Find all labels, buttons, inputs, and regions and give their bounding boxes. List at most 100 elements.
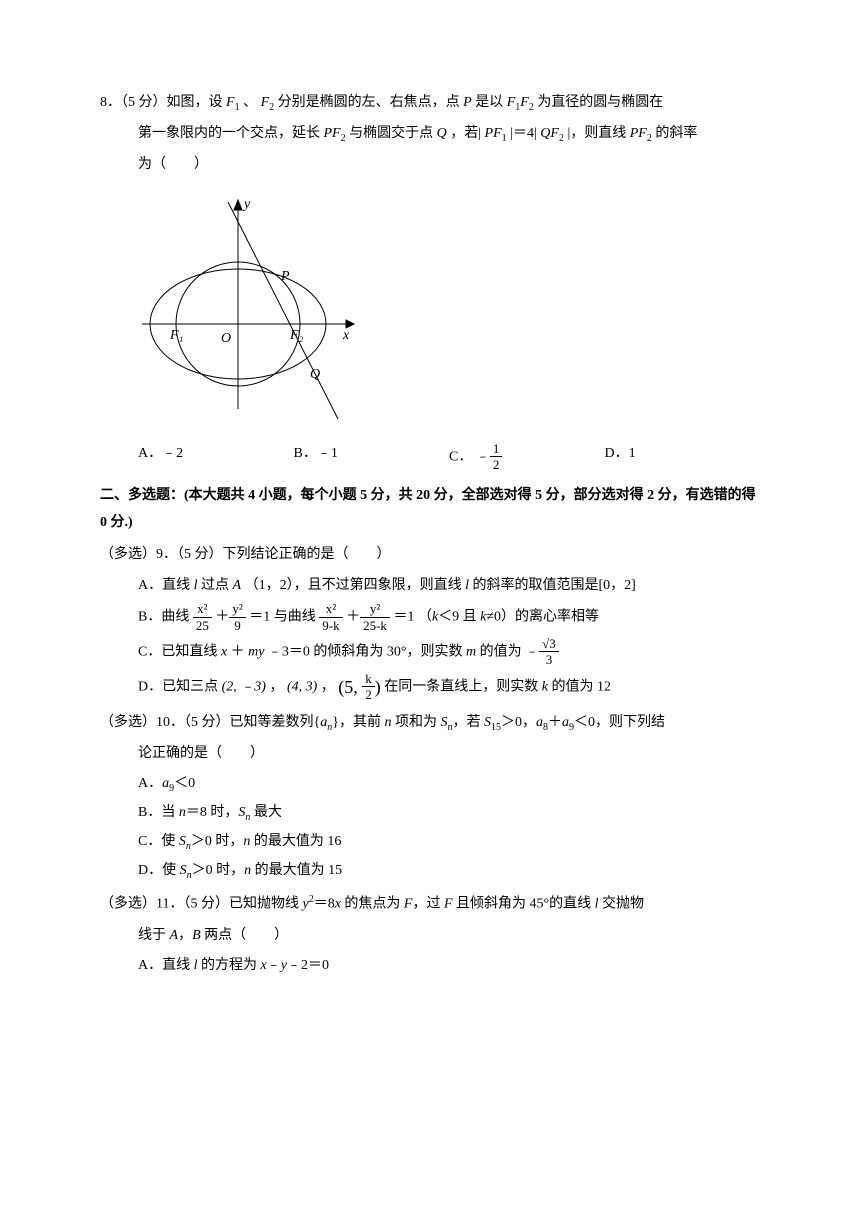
q9-D-frac: k2 bbox=[362, 671, 375, 703]
sym-PF2a-sub: 2 bbox=[341, 133, 346, 144]
q9-C2: ＋ bbox=[231, 644, 245, 659]
sym-F1: F bbox=[226, 95, 235, 110]
q9-C-num: √3 bbox=[539, 636, 559, 653]
q9-B-eq2: ＝1 bbox=[393, 610, 414, 625]
q11-A2: 的方程为 bbox=[198, 958, 261, 973]
q8-opt-D: D．1 bbox=[605, 441, 761, 473]
q9-B-f1n: x² bbox=[193, 601, 212, 618]
q10-D2: ＞0 时， bbox=[192, 863, 245, 878]
q10-C2: ＞0 时， bbox=[191, 834, 244, 849]
q8-stem-line3: 为（ ） bbox=[100, 152, 760, 179]
q9-B-f1: x²25 bbox=[193, 601, 212, 633]
q9-C3: ﹣3＝0 的倾斜角为 30°，则实数 bbox=[268, 644, 466, 659]
q8-stem-line1: 8．（5 分）如图，设 F1 、 F2 分别是椭圆的左、右焦点，点 P 是以 F… bbox=[100, 90, 760, 117]
q9-D-p1: (2, ﹣3) bbox=[222, 679, 266, 694]
q11-F2: F bbox=[444, 897, 453, 912]
q8-opt-B: B．﹣1 bbox=[294, 441, 450, 473]
label-P: P bbox=[280, 269, 290, 284]
q9-A-A: A bbox=[233, 578, 242, 593]
q8-b1: 、 bbox=[243, 95, 257, 110]
q9-B-f2n: y² bbox=[229, 601, 245, 618]
q10-D3: 的最大值为 15 bbox=[251, 863, 342, 878]
q8-opt-C: C． ﹣12 bbox=[449, 441, 605, 473]
q11-opt-A: A．直线 l 的方程为 x﹣y﹣2＝0 bbox=[100, 953, 760, 980]
sym-PF2a: PF bbox=[324, 126, 341, 141]
q11-h5: 且倾斜角为 45°的直线 bbox=[453, 897, 595, 912]
q9-C-neg: ﹣ bbox=[525, 644, 539, 659]
q9-C-frac: √33 bbox=[539, 636, 559, 668]
q9-D-p3a: (5, bbox=[338, 677, 362, 697]
q9-C-y: y bbox=[258, 644, 264, 659]
q10-D-Sn: S bbox=[180, 863, 187, 878]
q10-h2: }，其前 bbox=[332, 715, 384, 730]
q10-opt-D: D．使 Sn＞0 时，n 的最大值为 15 bbox=[100, 858, 760, 885]
q9-A-l2: l bbox=[465, 578, 469, 593]
question-10: （多选）10．（5 分）已知等差数列{an}，其前 n 项和为 Sn，若 S15… bbox=[100, 710, 760, 885]
q8-l2a: 第一象限内的一个交点，延长 bbox=[138, 126, 324, 141]
q11-line2: 线于 A，B 两点（ ） bbox=[100, 923, 760, 950]
sym-QF2: QF bbox=[540, 126, 559, 141]
q10-a8: a bbox=[536, 715, 543, 730]
question-8: 8．（5 分）如图，设 F1 、 F2 分别是椭圆的左、右焦点，点 P 是以 F… bbox=[100, 90, 760, 473]
q9-opt-C: C．已知直线 x ＋ my ﹣3＝0 的倾斜角为 30°，则实数 m 的值为 ﹣… bbox=[100, 636, 760, 668]
label-F2: F₂ bbox=[289, 328, 304, 343]
q11-h2: ＝8 bbox=[314, 897, 335, 912]
q9-C-den: 3 bbox=[539, 652, 559, 668]
q9-B-f2: y²9 bbox=[229, 601, 245, 633]
sym-F2b-sub: 2 bbox=[529, 102, 534, 113]
q8-num: 8．（5 分）如图，设 bbox=[100, 95, 226, 110]
q8-b2: 分别是椭圆的左、右焦点，点 bbox=[278, 95, 464, 110]
q10-B-n: n bbox=[179, 805, 186, 820]
q10-opt-B: B．当 n＝8 时，Sn 最大 bbox=[100, 800, 760, 827]
q8-l2b: 与椭圆交于点 bbox=[349, 126, 437, 141]
q9-B-f3: x²9-k bbox=[319, 601, 342, 633]
q9-D-p2: (4, 3) bbox=[287, 679, 317, 694]
sym-F1-sub: 1 bbox=[235, 102, 240, 113]
q10-B2: ＝8 时， bbox=[186, 805, 239, 820]
q8-C-frac: 12 bbox=[490, 441, 503, 473]
q10-C1: C．使 bbox=[138, 834, 179, 849]
q9-D-fd: 2 bbox=[362, 687, 375, 703]
q9-C1: C．已知直线 bbox=[138, 644, 221, 659]
q11-head: （多选）11．（5 分）已知抛物线 y2＝8x 的焦点为 F，过 F 且倾斜角为… bbox=[100, 890, 760, 918]
q10-h4: ，若 bbox=[452, 715, 484, 730]
q10-h1: （多选）10．（5 分）已知等差数列{ bbox=[100, 715, 320, 730]
q9-B-tail3: ≠0）的离心率相等 bbox=[486, 610, 599, 625]
question-9: （多选）9．（5 分）下列结论正确的是（ ） A．直线 l 过点 A （1，2）… bbox=[100, 542, 760, 704]
q9-opt-A: A．直线 l 过点 A （1，2），且不过第四象限，则直线 l 的斜率的取值范围… bbox=[100, 573, 760, 600]
label-x: x bbox=[342, 328, 350, 343]
q9-A-l: l bbox=[194, 578, 198, 593]
q10-opt-C: C．使 Sn＞0 时，n 的最大值为 16 bbox=[100, 829, 760, 856]
ellipse-diagram: O F₁ F₂ P Q x y bbox=[138, 184, 358, 424]
q9-D-p3b: ) bbox=[375, 677, 381, 697]
q9-B-tail: （ bbox=[418, 610, 432, 625]
page: 8．（5 分）如图，设 F1 、 F2 分别是椭圆的左、右焦点，点 P 是以 F… bbox=[0, 0, 860, 1216]
label-F1: F₁ bbox=[169, 328, 183, 343]
q8-C-den: 2 bbox=[490, 457, 503, 473]
q11-B: B bbox=[192, 928, 201, 943]
q9-D2: ， bbox=[269, 679, 283, 694]
q9-B-f4d: 25-k bbox=[360, 618, 390, 634]
q9-B1: B．曲线 bbox=[138, 610, 189, 625]
q9-D-k: k bbox=[542, 679, 548, 694]
q11-A3: ﹣ bbox=[267, 958, 281, 973]
q8-figure: O F₁ F₂ P Q x y bbox=[100, 184, 760, 435]
q9-B-f3n: x² bbox=[319, 601, 342, 618]
question-11: （多选）11．（5 分）已知抛物线 y2＝8x 的焦点为 F，过 F 且倾斜角为… bbox=[100, 890, 760, 979]
q8-options: A．﹣2 B．﹣1 C． ﹣12 D．1 bbox=[100, 441, 760, 473]
q9-C4: 的值为 bbox=[480, 644, 522, 659]
q10-h3: 项和为 bbox=[391, 715, 440, 730]
q10-a8-sub: 8 bbox=[543, 722, 548, 733]
q9-B-f1d: 25 bbox=[193, 618, 212, 634]
sym-P: P bbox=[463, 95, 472, 110]
q8-b4: 为直径的圆与椭圆在 bbox=[537, 95, 663, 110]
label-O: O bbox=[221, 331, 231, 346]
label-y: y bbox=[242, 197, 251, 212]
q9-D4: 在同一条直线上，则实数 bbox=[384, 679, 542, 694]
q11-A1: A．直线 bbox=[138, 958, 194, 973]
q8-stem-line2: 第一象限内的一个交点，延长 PF2 与椭圆交于点 Q ，若| PF1 |＝4| … bbox=[100, 121, 760, 148]
q8-C-neg: ﹣ bbox=[476, 449, 490, 464]
q11-A4: ﹣2＝0 bbox=[287, 958, 329, 973]
q11-l2c: 两点（ ） bbox=[201, 928, 289, 943]
q9-D-fn: k bbox=[362, 671, 375, 688]
